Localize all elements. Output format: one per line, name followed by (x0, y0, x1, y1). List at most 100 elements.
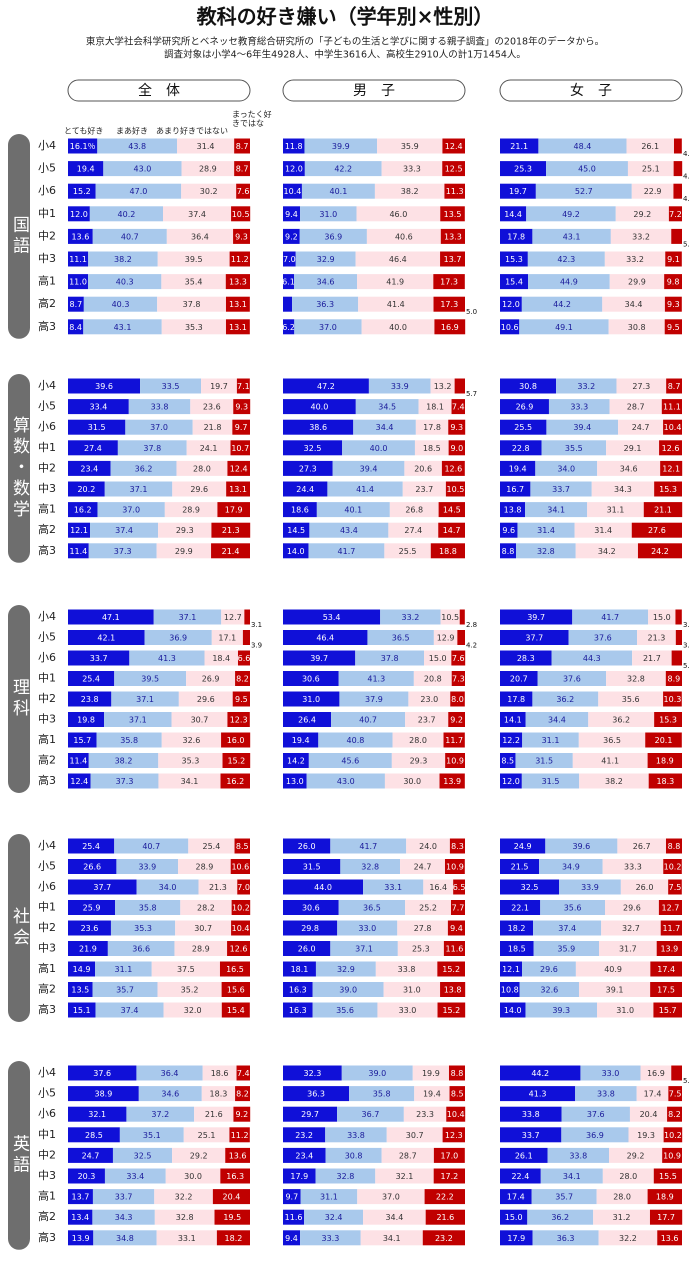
bar-segment (358, 296, 434, 312)
value-label: 43.0 (134, 165, 152, 174)
value-label: 34.5 (378, 403, 396, 412)
value-label: 28.0 (619, 1172, 637, 1181)
bar-segment (178, 859, 231, 874)
bar-segment (530, 481, 592, 497)
bar-segment (451, 650, 466, 666)
value-label: 17.4 (507, 1193, 525, 1202)
value-label: 33.4 (89, 403, 107, 412)
value-label: 32.4 (325, 1213, 343, 1222)
grade-label: 中1 (38, 901, 56, 914)
value-label: 41.4 (356, 485, 374, 494)
bar-segment (640, 1065, 672, 1081)
bar-segment (214, 1209, 250, 1225)
bar-segment (237, 650, 250, 666)
bar-segment (425, 1209, 465, 1225)
value-label: 9.2 (450, 716, 463, 725)
value-label: 23.2 (435, 1234, 453, 1243)
value-label: 30.7 (191, 716, 209, 725)
value-label: 36.5 (392, 634, 410, 643)
value-label: 41.4 (387, 300, 405, 309)
value-label: 12.0 (70, 210, 88, 219)
bar-segment (433, 630, 458, 645)
subject-pill (8, 134, 30, 339)
value-label: 15.5 (659, 1172, 677, 1181)
value-label: 23.6 (81, 924, 99, 933)
value-label: 38.2 (115, 757, 133, 766)
value-label: 32.5 (134, 1151, 152, 1160)
value-label: 23.3 (416, 1110, 434, 1119)
bar-segment (500, 460, 536, 476)
value-label: 11.0 (69, 278, 87, 287)
bar-segment (342, 440, 415, 456)
value-label: 35.5 (565, 444, 583, 453)
value-label: 30.0 (184, 1172, 202, 1181)
value-label: 11.3 (446, 187, 464, 196)
value-label: 35.2 (181, 986, 199, 995)
bar-segment (97, 502, 165, 518)
bar-segment (211, 630, 243, 645)
bar-segment (500, 274, 529, 290)
value-label: 26.6 (83, 863, 101, 872)
bar-segment (357, 274, 434, 290)
value-label: 37.0 (319, 323, 337, 332)
bar-segment (386, 1127, 443, 1143)
grade-label: 高2 (38, 296, 56, 310)
value-label: 10.5 (232, 210, 250, 219)
bar-segment (331, 712, 406, 727)
bar-segment (447, 920, 465, 936)
value-label: 9.6 (502, 526, 515, 535)
bar-segment (500, 920, 534, 936)
value-label: 34.6 (317, 278, 335, 287)
bar-segment (318, 732, 393, 748)
value-label: 24.1 (200, 444, 218, 453)
value-label: 39.6 (95, 382, 113, 391)
value-label: 44.9 (560, 278, 578, 287)
bar-segment (304, 161, 382, 177)
value-label: 7.4 (237, 1069, 250, 1078)
bar-segment (437, 1002, 466, 1018)
value-label: 35.4 (185, 278, 203, 287)
value-label: 13.0 (286, 777, 304, 786)
value-label: 13.9 (443, 777, 461, 786)
bar-segment (300, 1230, 361, 1246)
bar-segment (306, 773, 385, 789)
bar-segment (500, 773, 522, 789)
value-label: 12.3 (230, 716, 248, 725)
grade-label: 中1 (38, 672, 56, 685)
value-label: 37.1 (136, 695, 154, 704)
bar-segment (68, 1168, 105, 1184)
bar-segment (97, 138, 178, 154)
bar-segment (500, 378, 557, 394)
bar-segment (383, 982, 441, 997)
bar-segment (617, 838, 666, 854)
value-label: 39.7 (527, 613, 545, 622)
value-label: 37.6 (594, 634, 612, 643)
bar-segment (68, 138, 98, 154)
bar-segment (233, 399, 251, 415)
value-label: 21.3 (222, 526, 240, 535)
grade-label: 小6 (38, 1107, 56, 1120)
bar-segment (308, 543, 385, 559)
bar-segment (234, 138, 250, 154)
bar-segment (648, 773, 682, 789)
value-label: 7.6 (452, 654, 465, 663)
bar-segment (192, 419, 233, 435)
value-label: 41.7 (338, 547, 356, 556)
bar-segment (587, 502, 644, 518)
value-label: 18.9 (656, 757, 674, 766)
value-label: 47.0 (130, 187, 148, 196)
bar-segment (500, 753, 516, 768)
value-label: 17.7 (657, 1213, 675, 1222)
bar-segment (68, 961, 96, 977)
bar-segment (627, 161, 674, 177)
bar-segment (201, 1086, 236, 1102)
bar-segment (643, 502, 683, 518)
bar-segment (500, 296, 522, 312)
value-label: 9.1 (667, 255, 680, 264)
bar-segment (404, 460, 442, 476)
value-label: 39.0 (339, 986, 357, 995)
bar-segment (375, 961, 438, 977)
bar-segment (68, 982, 93, 997)
bar-segment (448, 1065, 465, 1081)
subtitle: 東京大学社会科学研究所とベネッセ教育総合研究所の「子どもの生活と学びに関する親子… (86, 36, 604, 48)
